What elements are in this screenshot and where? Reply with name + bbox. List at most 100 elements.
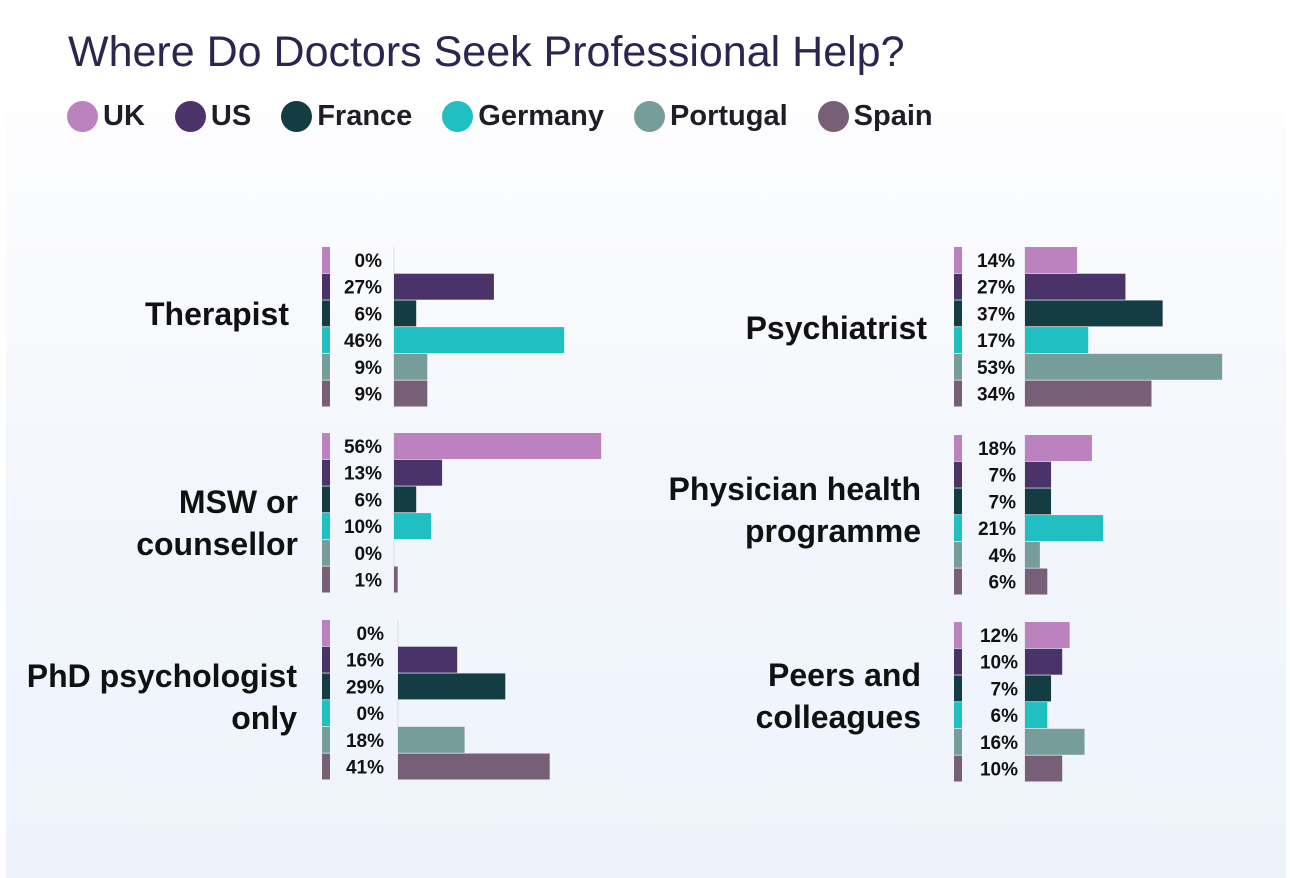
panel: PhD psychologist only 0% 16% 29% 0% 18% 41%: [27, 620, 550, 781]
bar: [1025, 702, 1048, 729]
legend-item: UK: [67, 100, 145, 133]
value-label: 6%: [355, 304, 383, 325]
bar: [1025, 353, 1223, 380]
value-label: 10%: [980, 653, 1018, 674]
value-label: 17%: [977, 331, 1015, 352]
bar: [394, 327, 565, 354]
bar: [1025, 515, 1104, 542]
bar: [1025, 568, 1048, 595]
value-label: 13%: [344, 464, 382, 485]
series-marker: [954, 702, 962, 729]
value-label: 21%: [978, 519, 1016, 540]
series-marker: [322, 753, 330, 780]
legend-item: France: [281, 100, 412, 133]
value-label: 7%: [991, 679, 1019, 700]
value-label: 7%: [989, 466, 1017, 487]
value-label: 4%: [989, 546, 1017, 567]
series-marker: [322, 300, 330, 327]
panel: Therapist 0% 27% 6% 46% 9% 9%: [145, 247, 565, 408]
value-label: 16%: [346, 651, 384, 672]
category-label: Therapist: [145, 296, 289, 332]
series-marker: [322, 247, 330, 273]
value-label: 0%: [355, 251, 383, 272]
series-marker: [954, 300, 962, 327]
bar: [394, 486, 417, 513]
bar: [1025, 461, 1052, 488]
value-label: 10%: [980, 760, 1018, 781]
value-label: 53%: [977, 358, 1015, 379]
bar: [394, 566, 398, 593]
value-label: 37%: [977, 304, 1015, 325]
series-marker: [954, 541, 962, 568]
series-marker: [322, 726, 330, 753]
legend-item: Germany: [442, 100, 604, 133]
series-marker: [954, 435, 962, 461]
series-marker: [954, 247, 962, 273]
series-marker: [954, 622, 962, 648]
series-marker: [322, 486, 330, 513]
bar: [1025, 435, 1092, 461]
bar: [398, 646, 458, 673]
legend-label: Spain: [853, 99, 933, 132]
series-marker: [954, 568, 962, 595]
bar: [1025, 300, 1163, 327]
bar: [394, 459, 443, 486]
legend-swatch: [634, 100, 666, 132]
bar: [1025, 488, 1052, 515]
legend-item: Spain: [817, 99, 933, 133]
value-label: 34%: [977, 385, 1015, 406]
bar: [398, 753, 550, 780]
series-marker: [954, 755, 962, 782]
panel: Psychiatrist 14% 27% 37% 17% 53% 34%: [746, 247, 1223, 408]
series-marker: [322, 700, 330, 727]
bar: [398, 726, 465, 753]
series-marker: [322, 566, 330, 593]
series-marker: [322, 646, 330, 673]
value-label: 10%: [344, 517, 382, 538]
legend-swatch: [442, 100, 474, 132]
series-marker: [954, 461, 962, 488]
series-marker: [954, 675, 962, 702]
category-label: colleagues: [756, 699, 921, 735]
legend-swatch: [67, 100, 98, 132]
value-label: 9%: [355, 385, 383, 406]
value-label: 1%: [355, 571, 383, 592]
category-label: Physician health: [668, 471, 921, 507]
bar: [394, 380, 428, 407]
legend-item: Portugal: [634, 100, 788, 133]
series-marker: [322, 433, 330, 459]
value-label: 18%: [346, 731, 384, 752]
value-label: 41%: [346, 758, 384, 779]
series-marker: [322, 380, 330, 407]
bar: [394, 273, 494, 300]
category-label: Psychiatrist: [746, 310, 928, 346]
legend-label: Portugal: [670, 99, 788, 132]
bar: [1025, 541, 1040, 568]
series-marker: [322, 353, 330, 380]
series-marker: [322, 273, 330, 300]
series-marker: [954, 728, 962, 755]
value-label: 0%: [357, 624, 385, 645]
series-marker: [322, 539, 330, 566]
value-label: 6%: [355, 490, 383, 511]
value-label: 27%: [344, 278, 382, 299]
value-label: 46%: [344, 331, 382, 352]
value-label: 16%: [980, 733, 1018, 754]
value-label: 7%: [989, 492, 1017, 513]
bar: [1025, 380, 1152, 407]
series-marker: [322, 620, 330, 646]
legend-item: US: [174, 100, 251, 133]
legend-swatch: [817, 100, 849, 132]
value-label: 18%: [978, 439, 1016, 460]
panel: Peers and colleagues 12% 10% 7% 6% 16% 10%: [756, 622, 1085, 783]
bar: [1025, 755, 1063, 782]
bar: [1025, 247, 1078, 273]
legend-label: Germany: [478, 99, 605, 132]
value-label: 0%: [357, 704, 385, 725]
panel: MSW or counsellor 56% 13% 6% 10% 0% 1%: [136, 433, 602, 594]
bar: [1025, 728, 1085, 755]
category-label: counsellor: [136, 526, 298, 562]
category-label: PhD psychologist: [27, 658, 298, 694]
value-label: 9%: [355, 358, 383, 379]
